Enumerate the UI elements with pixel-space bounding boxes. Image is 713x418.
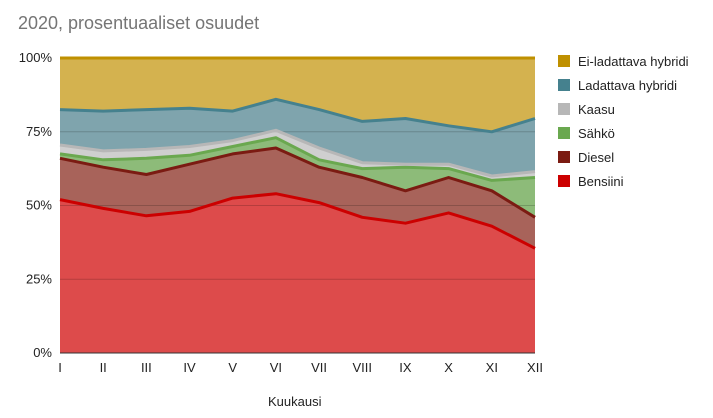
legend-label: Kaasu: [578, 101, 615, 117]
y-tick-label: 25%: [26, 271, 52, 286]
legend-item: Kaasu: [558, 97, 689, 121]
y-tick-label: 50%: [26, 198, 52, 213]
legend-item: Ladattava hybridi: [558, 73, 689, 97]
x-tick-label: VII: [311, 360, 327, 375]
x-tick-label: III: [141, 360, 152, 375]
area-ei-ladattava-hybridi: [60, 58, 535, 132]
x-tick-label: IX: [399, 360, 412, 375]
line-bensiini: [59, 192, 536, 250]
series-lines: [59, 56, 536, 250]
legend-item: Diesel: [558, 145, 689, 169]
legend-swatch: [558, 103, 570, 115]
line-ladattava-hybridi: [59, 97, 536, 134]
legend-swatch: [558, 151, 570, 163]
area-sähkö: [60, 137, 535, 218]
legend: Ei-ladattava hybridi Ladattava hybridi Kaa…: [558, 49, 689, 193]
x-tick-label: XII: [527, 360, 543, 375]
legend-swatch: [558, 55, 570, 67]
y-axis-ticks: 0% 25% 50% 75% 100%: [19, 50, 53, 360]
legend-item: Ei-ladattava hybridi: [558, 49, 689, 73]
line-sähkö: [59, 136, 536, 182]
line-diesel: [59, 146, 536, 219]
legend-item: Bensiini: [558, 169, 689, 193]
x-tick-label: VI: [270, 360, 282, 375]
y-tick-label: 100%: [19, 50, 53, 65]
y-tick-label: 75%: [26, 124, 52, 139]
x-tick-label: IV: [183, 360, 196, 375]
legend-label: Ei-ladattava hybridi: [578, 53, 689, 69]
legend-swatch: [558, 175, 570, 187]
area-bensiini: [60, 193, 535, 353]
x-tick-label: I: [58, 360, 62, 375]
legend-item: Sähkö: [558, 121, 689, 145]
x-tick-label: X: [444, 360, 453, 375]
line-kaasu: [59, 128, 536, 178]
legend-label: Diesel: [578, 149, 615, 165]
x-tick-label: V: [228, 360, 237, 375]
legend-label: Ladattava hybridi: [578, 77, 678, 93]
legend-label: Sähkö: [578, 125, 615, 141]
legend-swatch: [558, 79, 570, 91]
chart-title: 2020, prosentuaaliset osuudet: [18, 13, 260, 33]
legend-label: Bensiini: [578, 173, 624, 189]
y-tick-label: 0%: [33, 345, 52, 360]
x-tick-label: VIII: [353, 360, 373, 375]
x-axis-ticks: I II III IV V VI VII VIII IX X XI XII: [58, 360, 543, 375]
x-axis-title: Kuukausi: [268, 394, 322, 409]
x-tick-label: XI: [486, 360, 498, 375]
legend-swatch: [558, 127, 570, 139]
x-tick-label: II: [100, 360, 107, 375]
